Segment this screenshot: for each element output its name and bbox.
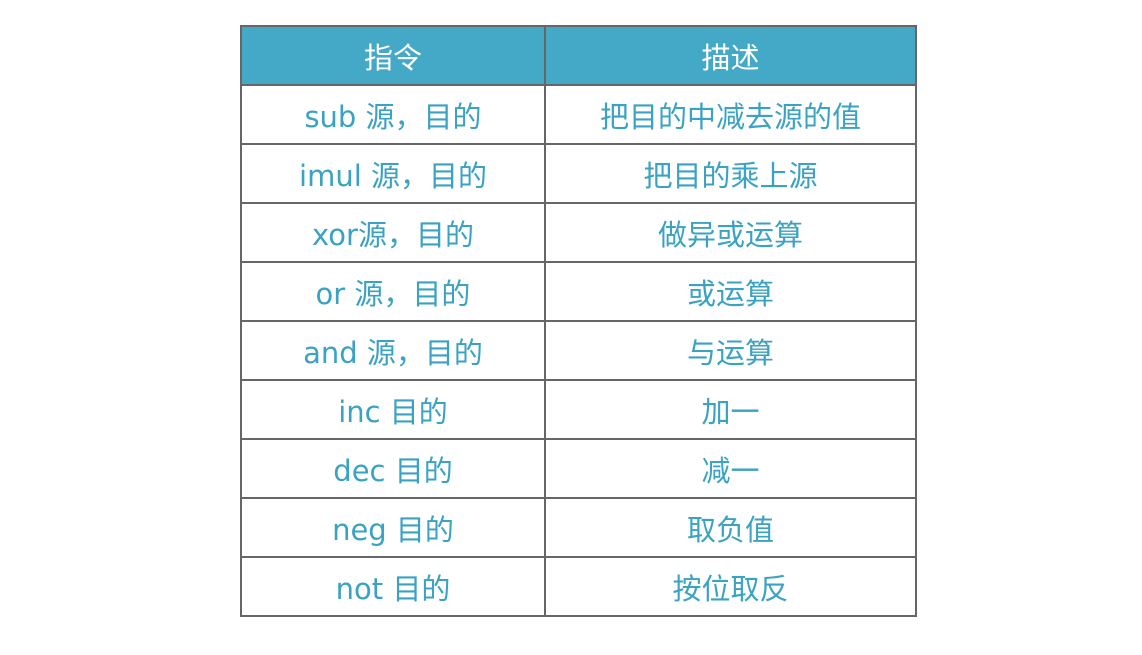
description-cell: 减一 [544, 438, 917, 499]
table-row: dec 目的 减一 [240, 438, 917, 499]
instruction-cell: and 源，目的 [240, 320, 546, 381]
description-cell: 把目的乘上源 [544, 143, 917, 204]
instruction-cell: imul 源，目的 [240, 143, 546, 204]
table-row: xor源，目的 做异或运算 [240, 202, 917, 263]
instruction-cell: dec 目的 [240, 438, 546, 499]
description-cell: 按位取反 [544, 556, 917, 617]
table-row: inc 目的 加一 [240, 379, 917, 440]
instruction-table: 指令 描述 sub 源，目的 把目的中减去源的值 imul 源，目的 把目的乘上源 xo… [240, 25, 917, 617]
table-row: sub 源，目的 把目的中减去源的值 [240, 84, 917, 145]
table-row: or 源，目的 或运算 [240, 261, 917, 322]
instruction-cell: not 目的 [240, 556, 546, 617]
instruction-cell: sub 源，目的 [240, 84, 546, 145]
description-cell: 与运算 [544, 320, 917, 381]
description-cell: 做异或运算 [544, 202, 917, 263]
header-description: 描述 [544, 25, 917, 86]
description-cell: 取负值 [544, 497, 917, 558]
description-cell: 把目的中减去源的值 [544, 84, 917, 145]
instruction-cell: xor源，目的 [240, 202, 546, 263]
instruction-cell: neg 目的 [240, 497, 546, 558]
table-row: imul 源，目的 把目的乘上源 [240, 143, 917, 204]
table-row: not 目的 按位取反 [240, 556, 917, 617]
description-cell: 加一 [544, 379, 917, 440]
header-instruction: 指令 [240, 25, 546, 86]
table-row: neg 目的 取负值 [240, 497, 917, 558]
instruction-cell: inc 目的 [240, 379, 546, 440]
description-cell: 或运算 [544, 261, 917, 322]
table-row: and 源，目的 与运算 [240, 320, 917, 381]
header-row: 指令 描述 [240, 25, 917, 86]
instruction-cell: or 源，目的 [240, 261, 546, 322]
